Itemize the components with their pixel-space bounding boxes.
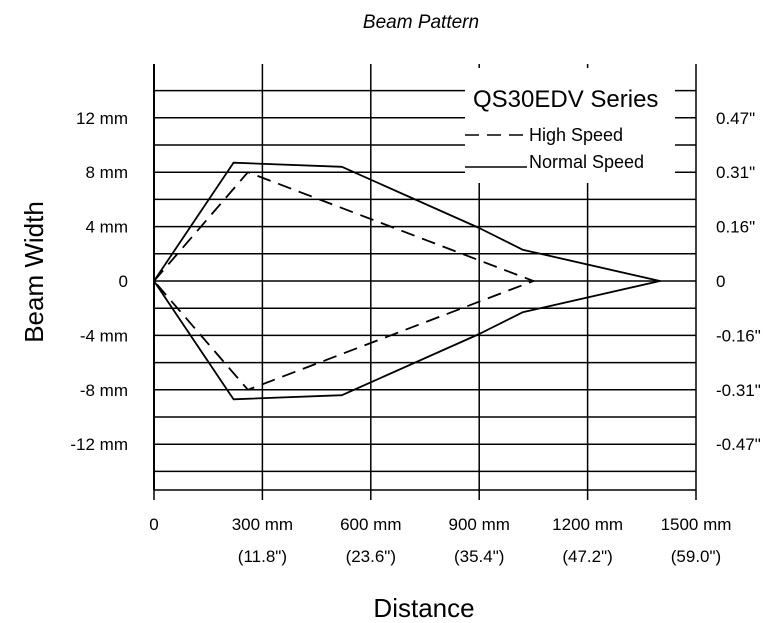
legend-label-normal-speed: Normal Speed — [529, 152, 644, 172]
x-tick-sublabel: (47.2") — [562, 547, 612, 566]
y-tick-label-right: 0.16" — [716, 218, 755, 237]
x-tick-label: 900 mm — [448, 515, 509, 534]
legend: QS30EDV Series High Speed Normal Speed — [465, 68, 675, 183]
y-tick-label-left: 0 — [119, 272, 128, 291]
x-tick-sublabel: (11.8") — [238, 547, 287, 566]
y-tick-label-right: 0.31" — [716, 163, 755, 182]
y-tick-label-right: 0 — [716, 272, 725, 291]
chart-title: Beam Pattern — [363, 12, 479, 33]
y-tick-label-right: 0.47" — [716, 109, 755, 128]
y-tick-label-left: 8 mm — [86, 163, 129, 182]
y-tick-label-left: -12 mm — [70, 435, 128, 454]
x-tick-sublabel: (59.0") — [671, 547, 721, 566]
y-tick-label-left: -4 mm — [80, 326, 128, 345]
x-tick-label: 1500 mm — [661, 515, 732, 534]
y-tick-label-right: -0.47" — [716, 435, 761, 454]
x-tick-sublabel: (23.6") — [346, 547, 396, 566]
tick-labels: 0 300 mm (11.8") 600 mm (23.6") 900 mm (35.4")… — [70, 109, 760, 566]
series-line-normal-speed — [153, 161, 661, 401]
x-tick-label: 1200 mm — [552, 515, 623, 534]
x-tick-label: 300 mm — [232, 515, 293, 534]
gridlines — [153, 64, 697, 500]
y-tick-label-right: -0.31" — [716, 381, 761, 400]
y-tick-label-left: -8 mm — [80, 381, 128, 400]
legend-title: QS30EDV Series — [473, 86, 658, 113]
legend-background — [465, 68, 675, 183]
legend-label-high-speed: High Speed — [529, 125, 623, 145]
series-line-high-speed — [153, 171, 535, 391]
x-tick-label: 0 — [149, 515, 158, 534]
axes — [153, 64, 696, 491]
x-tick-label: 600 mm — [340, 515, 401, 534]
x-tick-sublabel: (35.4") — [454, 547, 504, 566]
y-tick-label-left: 12 mm — [76, 109, 128, 128]
x-axis-title: Distance — [373, 593, 474, 623]
series-lines — [153, 161, 661, 401]
y-axis-title: Beam Width — [19, 201, 49, 343]
y-tick-label-right: -0.16" — [716, 326, 761, 345]
y-tick-label-left: 4 mm — [86, 218, 129, 237]
